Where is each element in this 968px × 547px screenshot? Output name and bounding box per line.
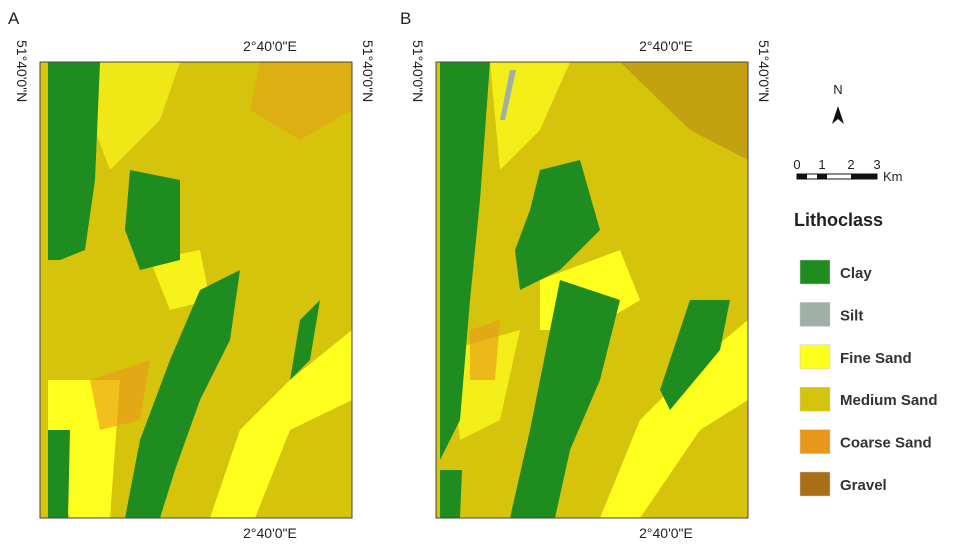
bottom-longitude: 2°40'0"E: [243, 525, 297, 541]
panel-label: B: [400, 9, 411, 28]
map-frame: [435, 61, 749, 519]
legend-label: Coarse Sand: [840, 435, 932, 452]
map-area: [620, 62, 748, 160]
map-area: [95, 62, 180, 170]
north-label: N: [833, 82, 842, 97]
scale-bar-segment: [817, 174, 827, 179]
scale-bar-segment: [797, 174, 807, 179]
legend-label: Fine Sand: [840, 350, 912, 367]
scale-tick: 1: [818, 157, 825, 172]
scale-tick: 2: [847, 157, 854, 172]
scale-unit: Km: [883, 169, 903, 184]
map-area: [125, 270, 240, 518]
map-panel-a: A 2°40'0"E 2°40'0"E 51°40'0"N 51°40'0"N: [8, 9, 376, 541]
scale-tick: 0: [793, 157, 800, 172]
top-longitude: 2°40'0"E: [639, 38, 693, 54]
map-area: [48, 430, 70, 518]
left-latitude: 51°40'0"N: [14, 40, 30, 102]
legend-label: Clay: [840, 265, 872, 282]
panel-label: A: [8, 9, 20, 28]
legend-swatch: [799, 386, 831, 412]
bottom-longitude: 2°40'0"E: [639, 525, 693, 541]
map-area: [90, 360, 150, 430]
legend-label: Medium Sand: [840, 392, 938, 409]
map-area: [210, 330, 352, 518]
legend-label: Gravel: [840, 477, 887, 494]
map-area: [440, 470, 462, 518]
legend-swatch: [799, 344, 831, 370]
legend-swatch: [799, 429, 831, 454]
map-frame: [39, 61, 353, 519]
map-area: [48, 62, 100, 260]
map-area: [600, 320, 748, 518]
map-area: [125, 170, 180, 270]
north-arrow: [832, 106, 844, 124]
scale-tick: 3: [873, 157, 880, 172]
scale-bar: 0 1 2 3 Km: [793, 157, 902, 184]
map-area: [515, 160, 600, 290]
legend-swatch: [799, 259, 831, 285]
map-area: [150, 250, 210, 310]
legend-label: Silt: [840, 307, 863, 324]
legend: Lithoclass Clay Silt Fine Sand Medium Sand C…: [794, 210, 938, 497]
legend-swatch: [799, 302, 831, 327]
right-latitude: 51°40'0"N: [756, 40, 772, 102]
map-area: [470, 320, 500, 380]
map-area: [440, 62, 490, 460]
right-latitude: 51°40'0"N: [360, 40, 376, 102]
map-panel-b: B 2°40'0"E 2°40'0"E 51°40'0"N 51°40'0"N: [400, 9, 772, 541]
map-area: [250, 62, 352, 140]
map-area: [450, 330, 520, 440]
scale-bar-segment: [851, 174, 877, 179]
map-area: [660, 300, 730, 410]
left-latitude: 51°40'0"N: [410, 40, 426, 102]
legend-swatch: [799, 471, 831, 497]
map-area: [510, 280, 620, 518]
map-area: [290, 300, 320, 380]
top-longitude: 2°40'0"E: [243, 38, 297, 54]
map-area: [500, 70, 516, 120]
legend-title: Lithoclass: [794, 210, 883, 230]
